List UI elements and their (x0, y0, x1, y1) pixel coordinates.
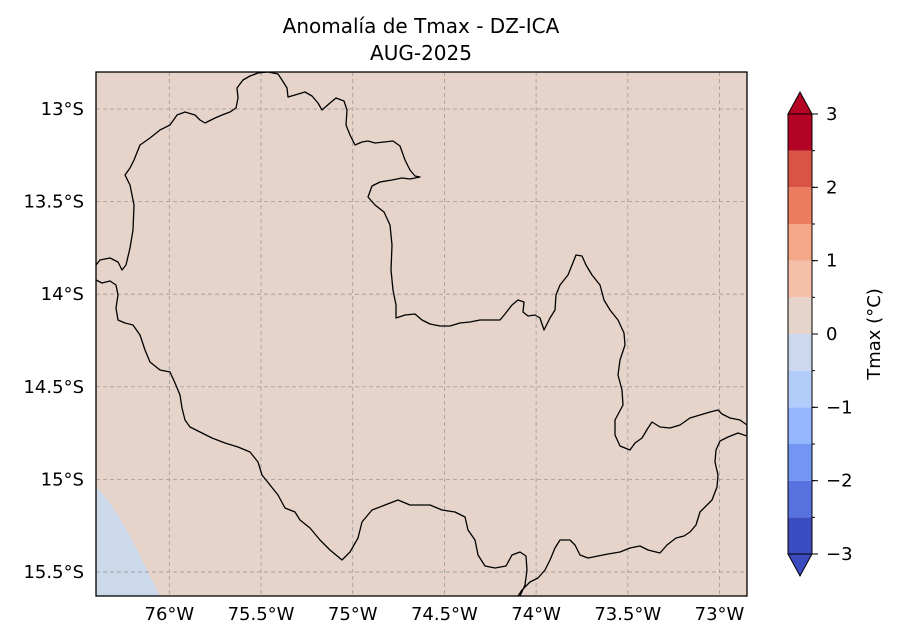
x-tick-label: 76°W (145, 604, 195, 625)
y-tick-label: 14.5°S (23, 377, 84, 398)
y-tick-label: 14°S (41, 284, 84, 305)
colorbar-tick-label: 1 (826, 251, 837, 272)
gridlines (96, 72, 747, 596)
y-tick-label: 13°S (41, 99, 84, 120)
colorbar-segment (788, 260, 812, 298)
x-tick-label: 73°W (695, 604, 745, 625)
plot-area (95, 71, 748, 597)
colorbar-segment (788, 334, 812, 371)
colorbar-label: Tmax (°C) (864, 288, 885, 381)
colorbar-segment (788, 370, 812, 408)
x-tick-label: 74.5°W (411, 604, 478, 625)
x-tick-label: 74°W (511, 604, 561, 625)
colorbar: 3 2 1 0 −1 −2 −3 (787, 90, 853, 578)
colorbar-tick-label: −3 (826, 544, 853, 565)
colorbar-segment (788, 114, 812, 151)
x-tick-label: 75.5°W (228, 604, 295, 625)
y-axis-ticks: 13°S 13.5°S 14°S 14.5°S 15°S 15.5°S (23, 99, 84, 583)
x-axis-ticks: 76°W 75.5°W 75°W 74.5°W 74°W 73.5°W 73°W (145, 604, 745, 625)
colorbar-under-extension (787, 553, 813, 578)
colorbar-segment (788, 224, 812, 261)
x-tick-label: 73.5°W (594, 604, 661, 625)
plot-frame (95, 71, 748, 597)
region-boundary (96, 72, 747, 596)
colorbar-over-extension (787, 90, 813, 115)
colorbar-segment (788, 444, 812, 481)
colorbar-tick-label: −1 (826, 397, 853, 418)
anomaly-field-background (96, 72, 747, 596)
colorbar-segment (788, 480, 812, 518)
y-tick-label: 15.5°S (23, 562, 84, 583)
colorbar-tick-label: −2 (826, 471, 853, 492)
colorbar-segment (788, 150, 812, 188)
colorbar-segment (788, 297, 812, 334)
colorbar-tick-label: 0 (826, 324, 837, 345)
colorbar-segment (788, 187, 812, 224)
y-tick-label: 15°S (41, 469, 84, 490)
colorbar-segment (788, 407, 812, 444)
y-tick-label: 13.5°S (23, 192, 84, 213)
map-title: Anomalía de Tmax - DZ-ICA (283, 14, 560, 38)
map-subtitle: AUG-2025 (370, 41, 472, 65)
colorbar-segment (788, 517, 812, 554)
colorbar-tick-label: 2 (826, 177, 837, 198)
x-tick-label: 75°W (328, 604, 378, 625)
negative-anomaly-region (96, 487, 160, 596)
colorbar-tick-label: 3 (826, 104, 837, 125)
